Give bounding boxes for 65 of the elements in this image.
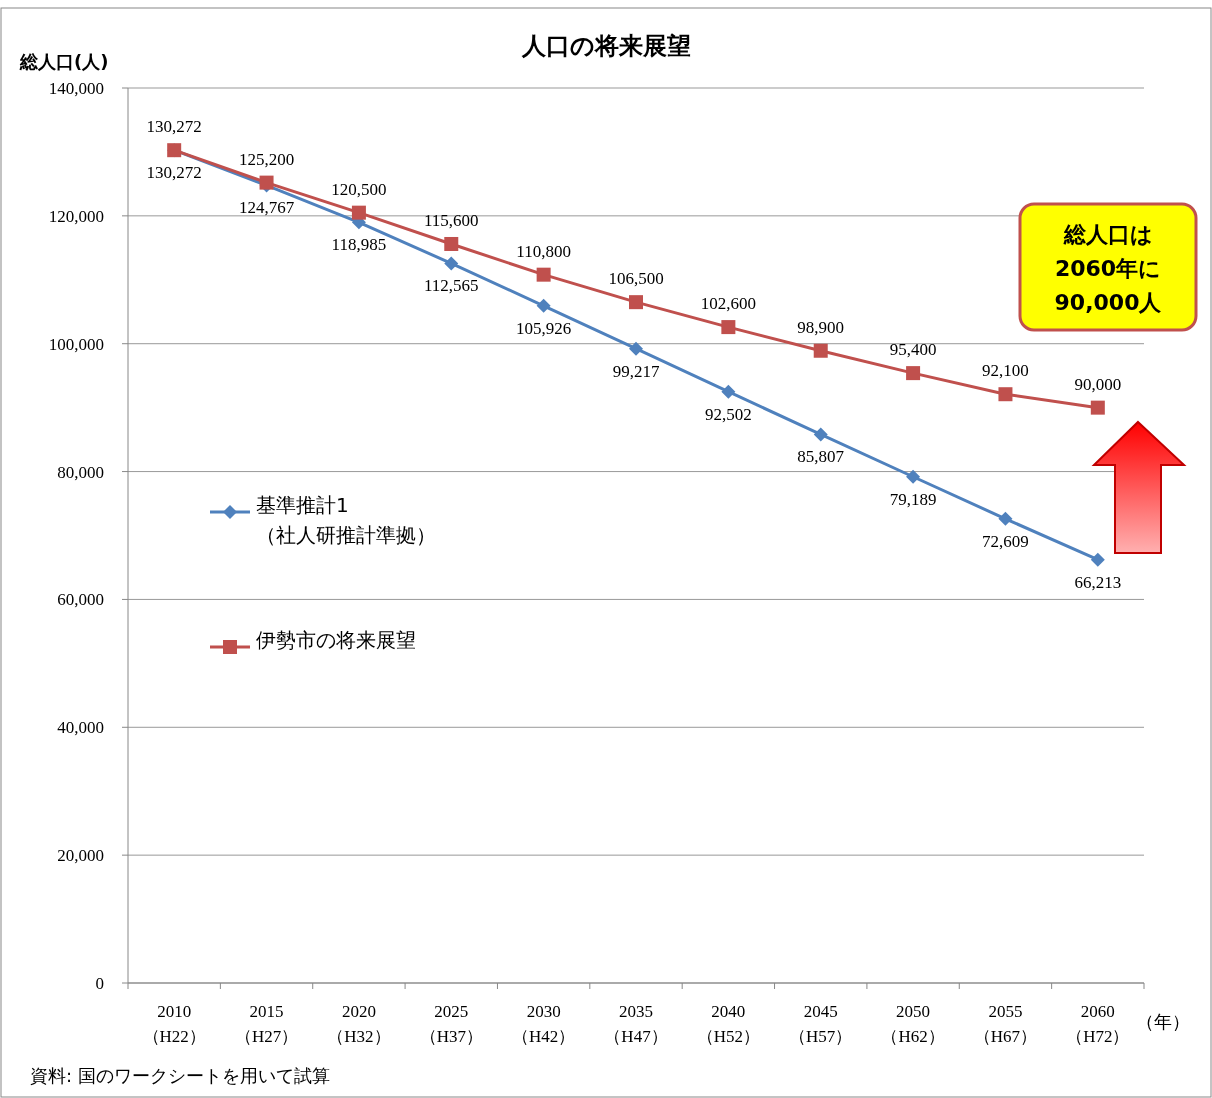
data-label: 90,000	[1074, 374, 1122, 394]
data-label: 79,189	[889, 489, 937, 509]
x-tick-label: 2030 （H42）	[512, 1002, 576, 1046]
data-label: 105,926	[516, 318, 572, 338]
point	[536, 298, 551, 313]
y-axis-title: 総人口(人)	[19, 51, 109, 72]
point	[444, 256, 459, 271]
point	[536, 267, 551, 282]
data-label: 115,600	[423, 210, 479, 230]
y-tick-label: 80,000	[57, 462, 104, 482]
data-label: 95,400	[889, 340, 937, 360]
point	[906, 366, 921, 381]
x-axis-title: （年）	[1136, 1011, 1190, 1032]
point	[351, 205, 366, 220]
x-tick-label: 2015 （H27）	[234, 1002, 299, 1046]
data-label: 98,900	[797, 317, 845, 337]
point	[906, 469, 921, 484]
y-tick-label: 140,000	[48, 78, 104, 98]
y-tick-label: 60,000	[57, 590, 104, 610]
x-tick-label: 2050 （H62）	[881, 1002, 945, 1046]
point	[444, 236, 459, 251]
y-tick-label: 20,000	[57, 846, 104, 866]
data-label: 130,272	[146, 117, 202, 137]
y-tick-label: 0	[95, 973, 104, 993]
x-tick-label: 2060 （H72）	[1066, 1002, 1130, 1046]
y-tick-label: 120,000	[48, 206, 104, 226]
point	[629, 295, 643, 310]
y-tick-label: 100,000	[48, 334, 104, 354]
point	[1090, 552, 1105, 567]
chart-title: 人口の将来展望	[520, 32, 691, 60]
legend-label: 基準推計1 （社人研推計準拠）	[256, 493, 436, 547]
data-label: 85,807	[797, 447, 845, 467]
data-label: 102,600	[700, 294, 756, 314]
x-tick-label: 2035 （H47）	[604, 1002, 668, 1046]
point	[998, 511, 1013, 526]
y-tick-label: 40,000	[57, 718, 104, 738]
data-label: 125,200	[238, 149, 295, 169]
point	[1090, 400, 1105, 415]
data-label: 124,767	[238, 198, 295, 218]
data-label: 92,502	[704, 404, 752, 424]
x-tick-label: 2055 （H67）	[973, 1002, 1038, 1046]
x-tick-label: 2040 （H52）	[696, 1002, 760, 1046]
point	[629, 341, 643, 356]
data-label: 110,800	[516, 241, 571, 261]
data-label: 72,609	[982, 531, 1029, 551]
point	[813, 343, 828, 358]
data-label: 118,985	[331, 235, 387, 255]
text: 資料: 国のワークシートを用いて試算	[30, 1065, 330, 1086]
point	[998, 387, 1013, 402]
data-label: 106,500	[608, 269, 664, 289]
data-label: 99,217	[612, 361, 660, 381]
data-label: 92,100	[982, 361, 1029, 381]
point	[721, 384, 736, 399]
x-tick-label: 2020 （H32）	[327, 1002, 391, 1046]
data-label: 112,565	[423, 276, 479, 296]
legend-label: 伊勢市の将来展望	[256, 628, 416, 652]
x-tick-label: 2025 （H37）	[419, 1002, 483, 1046]
data-label: 130,272	[146, 163, 202, 183]
point	[813, 427, 828, 442]
data-label: 120,500	[331, 179, 387, 199]
data-label: 66,213	[1074, 572, 1122, 592]
annotation: 総人口は 2060年に 90,000人	[1054, 222, 1163, 315]
x-tick-label: 2010 （H22）	[142, 1002, 206, 1046]
point	[721, 320, 736, 335]
x-tick-label: 2045 （H57）	[789, 1002, 853, 1046]
